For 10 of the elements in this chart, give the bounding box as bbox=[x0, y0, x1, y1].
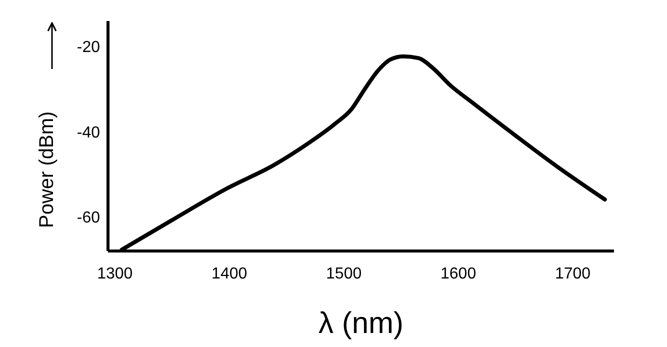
x-tick-label: 1500 bbox=[326, 265, 362, 282]
y-tick-label: -40 bbox=[76, 124, 100, 142]
x-tick-label: 1700 bbox=[554, 265, 591, 282]
x-tick-label: 1400 bbox=[212, 265, 248, 282]
y-axis-title: Power (dBm) bbox=[36, 111, 58, 228]
x-axis-title: λ (nm) bbox=[318, 307, 404, 340]
x-tick-label: 1600 bbox=[440, 265, 476, 282]
y-tick-label: -60 bbox=[76, 210, 100, 227]
y-tick-label: -20 bbox=[76, 39, 100, 56]
x-tick-label: 1300 bbox=[97, 265, 133, 282]
